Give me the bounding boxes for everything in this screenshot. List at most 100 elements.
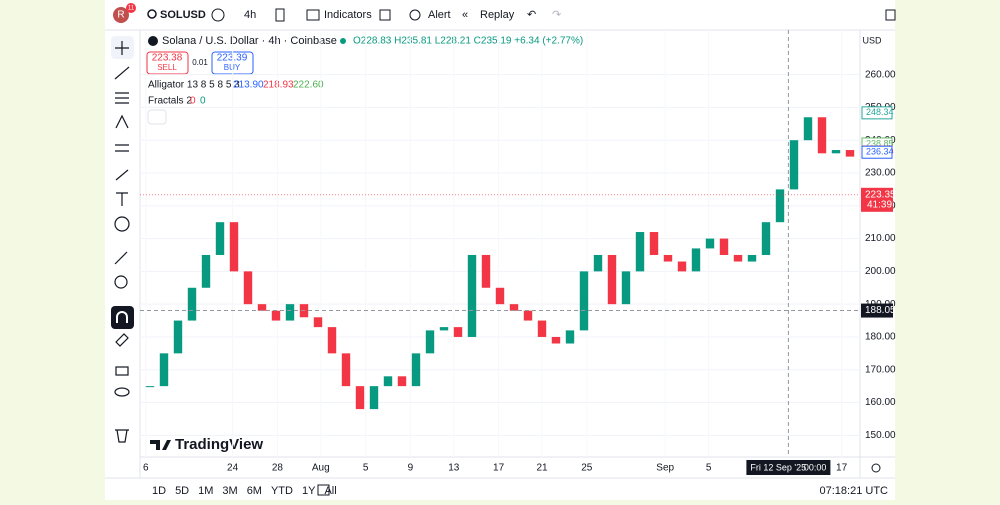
- magnet-icon: [116, 311, 128, 323]
- y-tick-label: 150.00: [865, 430, 896, 441]
- badge-count: 11: [128, 6, 135, 12]
- range-button[interactable]: All: [324, 485, 336, 497]
- candle: [845, 150, 855, 157]
- x-tick-label: 21: [536, 463, 548, 474]
- candle: [761, 222, 771, 255]
- price-label: 238.85: [866, 138, 894, 148]
- currency[interactable]: USD: [862, 35, 882, 45]
- range-button[interactable]: YTD: [271, 485, 293, 497]
- replay[interactable]: Replay: [480, 9, 515, 21]
- candle: [733, 254, 743, 262]
- candle: [579, 271, 589, 331]
- search-icon: [147, 9, 157, 19]
- undo[interactable]: ↶: [527, 9, 536, 21]
- fractals: Fractals 2: [148, 96, 192, 107]
- range-button[interactable]: 1D: [152, 485, 166, 497]
- plot: 150.00160.00170.00180.00190.00200.00210.…: [140, 30, 896, 475]
- avatar-letter: R: [117, 10, 124, 21]
- range-button[interactable]: 1Y: [302, 485, 316, 497]
- x-tick-label: 25: [581, 463, 593, 474]
- indicators-icon: [306, 9, 320, 21]
- x-tick-label: 28: [272, 463, 284, 474]
- ohlc: O228.83 H235.81 L228.21 C235.19 +6.34 (+…: [353, 36, 583, 47]
- candle: [831, 150, 841, 154]
- sell-button[interactable]: [146, 51, 189, 75]
- candle: [775, 189, 785, 223]
- candle: [523, 310, 533, 321]
- y-tick-label: 200.00: [865, 266, 896, 277]
- x-tick-label: 13: [448, 463, 460, 474]
- logo-mark: [150, 440, 171, 450]
- candle: [677, 261, 687, 272]
- candle: [537, 320, 547, 337]
- spread: 0.01: [192, 58, 208, 67]
- avatar[interactable]: [113, 7, 129, 23]
- logo: TradingView: [175, 436, 263, 453]
- candle: [201, 254, 211, 288]
- candle: [467, 254, 477, 337]
- range-button[interactable]: 6M: [247, 485, 262, 497]
- magnet-tool[interactable]: [111, 306, 134, 329]
- price-label-box: [861, 106, 893, 120]
- last-price-box: [861, 187, 893, 212]
- price-label-box: [861, 145, 893, 159]
- candle: [327, 327, 337, 354]
- crosshair-price: 188.05: [865, 305, 896, 316]
- candle: [817, 117, 827, 154]
- x-tick-label: Sep: [656, 463, 674, 474]
- x-tick-label: 5: [363, 463, 369, 474]
- x-tick-label: 17: [836, 463, 848, 474]
- add-symbol[interactable]: [211, 8, 225, 22]
- candle: [621, 271, 631, 305]
- candle: [215, 222, 225, 255]
- indicators[interactable]: Indicators: [324, 9, 372, 21]
- candle: [649, 232, 659, 255]
- status-dot: [340, 38, 346, 44]
- y-tick-label: 210.00: [865, 233, 896, 244]
- candle: [705, 238, 715, 249]
- last-price: 223.35: [865, 189, 896, 200]
- range-button[interactable]: 5D: [175, 485, 189, 497]
- badge: [126, 3, 136, 13]
- candle: [719, 238, 729, 255]
- replay-icon: «: [462, 9, 468, 21]
- fractals-down: 0: [200, 96, 206, 107]
- candle: [495, 287, 505, 305]
- x-tick-label: 6: [143, 463, 149, 474]
- candle: [565, 330, 575, 344]
- layouts[interactable]: [379, 9, 391, 21]
- legend-title: Solana / U.S. Dollar · 4h · Coinbase: [162, 35, 337, 47]
- interval[interactable]: 4h: [244, 9, 256, 21]
- date-range-icon[interactable]: [317, 484, 330, 496]
- redo[interactable]: ↷: [552, 9, 561, 21]
- candle: [271, 310, 281, 321]
- price-label: 236.34: [866, 147, 894, 157]
- range-button[interactable]: 1M: [198, 485, 213, 497]
- candle: [187, 287, 197, 321]
- crosshair-price-box: [861, 303, 893, 318]
- candle: [551, 336, 561, 344]
- settings[interactable]: [871, 463, 881, 473]
- clock: 07:18:21 UTC: [820, 485, 889, 497]
- y-tick-label: 160.00: [865, 397, 896, 408]
- candle: [257, 304, 267, 311]
- collapse-legend[interactable]: [147, 109, 167, 125]
- alert-icon: [409, 9, 421, 21]
- range-button[interactable]: 3M: [222, 485, 237, 497]
- candle: [509, 304, 519, 311]
- candle: [593, 254, 603, 272]
- symbol[interactable]: SOLUSD: [160, 9, 206, 21]
- candle: [635, 232, 645, 272]
- candle: [425, 330, 435, 354]
- countdown: 41:39: [867, 199, 892, 210]
- y-tick-label: 260.00: [865, 69, 896, 80]
- alligator-jaw: 213.90: [233, 80, 264, 91]
- y-tick-label: 180.00: [865, 332, 896, 343]
- sell-price: 223.38: [152, 53, 183, 64]
- fullscreen[interactable]: [885, 9, 896, 21]
- alert[interactable]: Alert: [428, 9, 451, 21]
- candle: [411, 353, 421, 387]
- candle: [747, 254, 757, 262]
- candle: [663, 254, 673, 262]
- chart-type[interactable]: [275, 8, 285, 22]
